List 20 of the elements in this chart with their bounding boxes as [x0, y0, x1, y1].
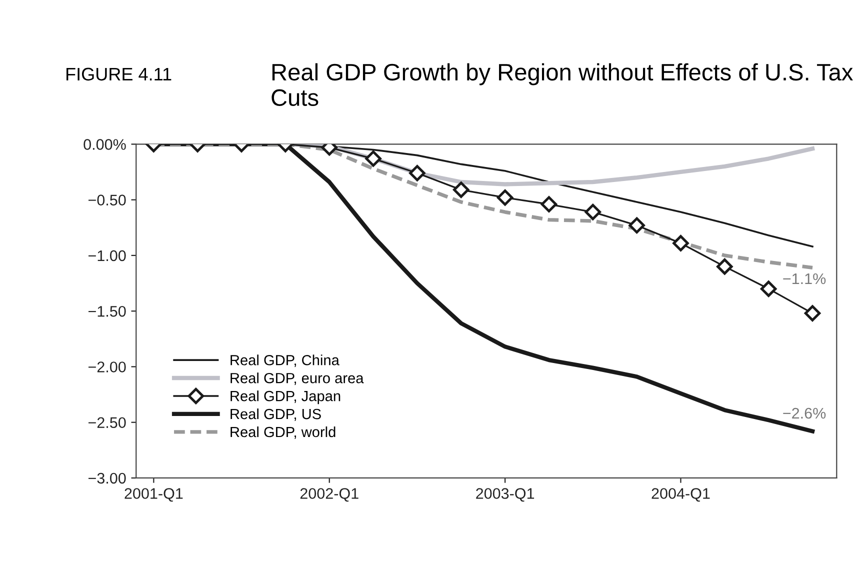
x-tick-label: 2004-Q1 — [652, 488, 710, 502]
x-tick-label: 2003-Q1 — [476, 488, 534, 502]
legend-label: Real GDP, world — [230, 426, 336, 439]
x-tick-label: 2002-Q1 — [300, 488, 358, 502]
x-tick-label: 2001-Q1 — [124, 488, 183, 502]
legend-label: Real GDP, euro area — [230, 372, 364, 385]
legend-label: Real GDP, Japan — [230, 390, 340, 404]
caption: FIGURE 4.11 — [66, 68, 172, 81]
y-tick-label: −0.50 — [88, 194, 126, 206]
y-tick-label: −2.50 — [88, 417, 126, 428]
legend-label: Real GDP, US — [230, 408, 321, 421]
y-tick-label: −1.00 — [88, 250, 126, 262]
y-tick-label: −1.50 — [88, 306, 126, 317]
y-tick-label: 0.00% — [84, 139, 126, 150]
chart-title: Real GDP Growth by Region without Effects of U.S. Tax Cuts — [272, 63, 853, 106]
y-tick-label: −2.00 — [88, 362, 126, 372]
y-tick-label: −3.00 — [88, 472, 126, 484]
annotation: −1.1% — [783, 273, 826, 284]
legend-label: Real GDP, China — [230, 354, 340, 368]
annotation: −2.6% — [783, 408, 826, 419]
